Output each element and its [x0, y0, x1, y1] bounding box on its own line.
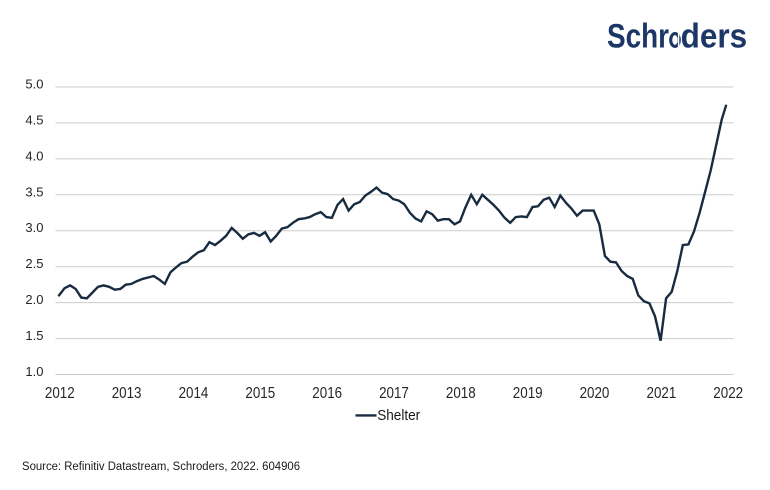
svg-text:3.5: 3.5 [25, 184, 43, 199]
svg-text:2012: 2012 [45, 385, 75, 402]
svg-text:4.0: 4.0 [25, 148, 43, 163]
svg-text:2015: 2015 [245, 385, 275, 402]
svg-text:2.5: 2.5 [25, 256, 43, 271]
svg-text:2021: 2021 [647, 385, 677, 402]
svg-text:Source: Refinitiv Datastream,: Source: Refinitiv Datastream, Schroders,… [22, 461, 300, 473]
svg-text:2013: 2013 [112, 385, 142, 402]
svg-text:4.5: 4.5 [25, 112, 43, 127]
svg-text:2019: 2019 [513, 385, 543, 402]
svg-text:2014: 2014 [179, 385, 209, 402]
svg-text:2022: 2022 [713, 385, 743, 402]
svg-text:2017: 2017 [379, 385, 409, 402]
svg-text:Schr: Schr [607, 18, 669, 56]
svg-text:3.0: 3.0 [25, 220, 43, 235]
svg-text:Shelter: Shelter [377, 408, 420, 424]
svg-text:2020: 2020 [580, 385, 610, 402]
svg-text:1.0: 1.0 [25, 364, 43, 379]
svg-text:2018: 2018 [446, 385, 476, 402]
svg-text:1.5: 1.5 [25, 328, 43, 343]
svg-text:2.0: 2.0 [25, 292, 43, 307]
svg-text:5.0: 5.0 [25, 77, 43, 92]
svg-text:ders: ders [681, 18, 748, 56]
svg-text:2016: 2016 [312, 385, 342, 402]
